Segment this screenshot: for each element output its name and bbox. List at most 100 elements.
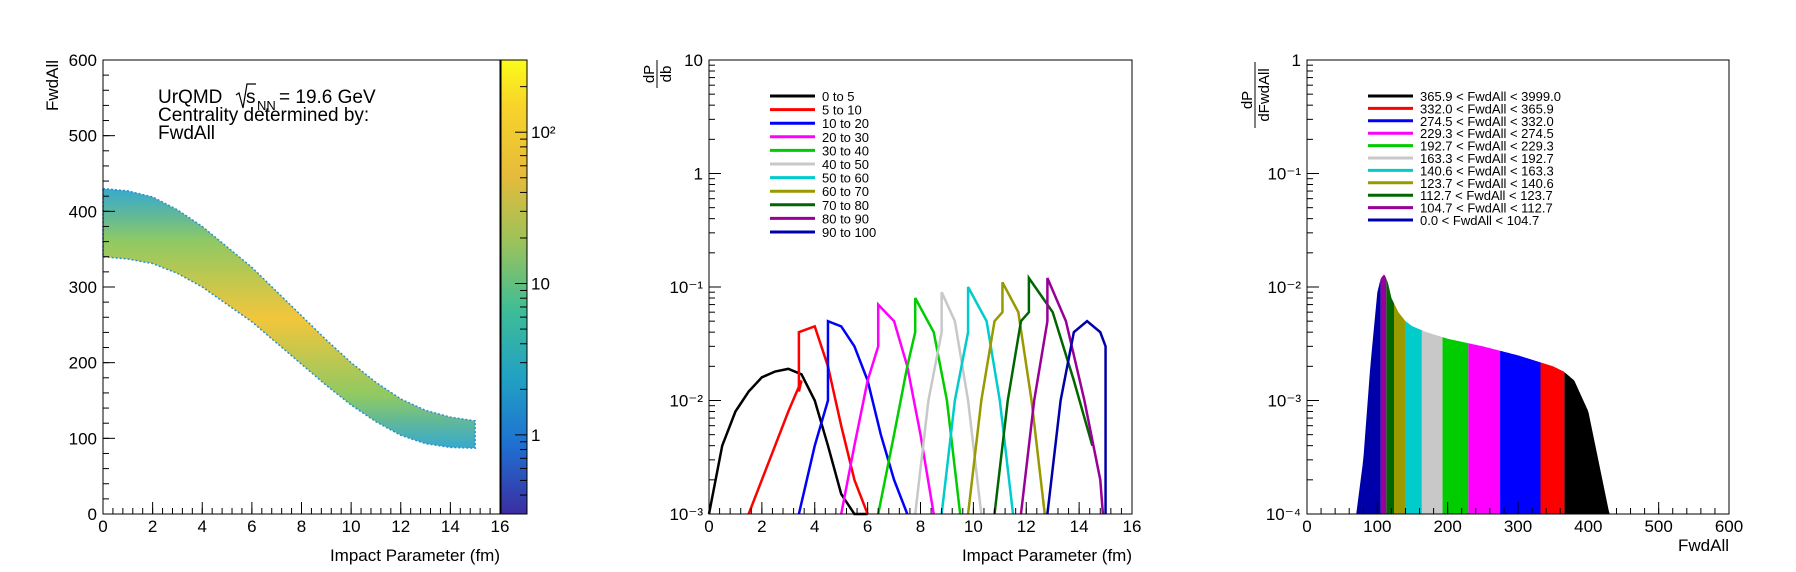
axes: 0 100 200 300 400 500 600 10⁻⁴ 10⁻³ 10⁻² 10⁻¹ 1 — [1266, 51, 1743, 536]
y-axis-label-num: dP — [1239, 91, 1256, 109]
y-tick-label: 10⁻² — [669, 392, 703, 411]
x-tick-label: 8 — [297, 517, 306, 536]
x-tick-label: 10 — [342, 517, 361, 536]
legend-label: 0.0 < FwdAll < 104.7 — [1420, 213, 1539, 228]
bin-area — [1500, 350, 1541, 514]
colorbar — [501, 60, 527, 514]
annotation-line3: FwdAll — [158, 123, 215, 144]
x-tick-label: 400 — [1574, 517, 1602, 536]
legend-label: 104.7 < FwdAll < 112.7 — [1420, 201, 1553, 216]
legend-label: 40 to 50 — [822, 157, 869, 172]
legend-label: 30 to 40 — [822, 143, 869, 158]
bin-area — [1540, 362, 1565, 514]
bin-area — [1564, 372, 1617, 514]
annotation-line1-suffix: = 19.6 GeV — [279, 87, 376, 108]
x-tick-label: 0 — [704, 517, 713, 536]
legend-label: 50 to 60 — [822, 171, 869, 186]
series-lines — [707, 274, 1107, 516]
annotation-sqrt-var: s — [246, 87, 256, 108]
annotation-sqrt-sub: NN — [257, 98, 276, 113]
legend-label: 20 to 30 — [822, 130, 869, 145]
legend-label: 0 to 5 — [822, 89, 855, 104]
series-line — [993, 274, 1094, 515]
y-axis-label-num: dP — [641, 65, 658, 83]
series-line — [940, 286, 1015, 515]
x-tick-label: 6 — [863, 517, 872, 536]
bars — [1356, 274, 1617, 514]
x-tick-label: 8 — [916, 517, 925, 536]
legend-label: 192.7 < FwdAll < 229.3 — [1420, 139, 1554, 154]
y-tick-label: 10⁻³ — [669, 505, 703, 524]
x-tick-label: 200 — [1433, 517, 1461, 536]
fwdall-distribution-panel: 0 100 200 300 400 500 600 10⁻⁴ 10⁻³ 10⁻² 10⁻¹ 1 365… — [1239, 51, 1743, 555]
legend-label: 229.3 < FwdAll < 274.5 — [1420, 126, 1554, 141]
x-tick-label: 2 — [148, 517, 157, 536]
bin-area — [1421, 330, 1443, 514]
x-tick-label: 4 — [810, 517, 819, 536]
x-tick-label: 12 — [1017, 517, 1036, 536]
annotation-line2: Centrality determined by: — [158, 105, 369, 126]
y-tick-label: 10⁻⁴ — [1266, 505, 1301, 524]
axes: 0 2 4 6 8 10 12 14 16 10⁻³ 10⁻² 10⁻¹ 1 10 — [669, 51, 1141, 536]
bin-area — [1405, 321, 1422, 514]
legend-label: 10 to 20 — [822, 116, 869, 131]
band-polygon — [102, 187, 476, 449]
legend-label: 332.0 < FwdAll < 365.9 — [1420, 101, 1554, 116]
x-axis-label: Impact Parameter (fm) — [962, 546, 1132, 565]
legend-label: 5 to 10 — [822, 103, 862, 118]
series-line — [707, 367, 868, 516]
colorbar-tick-label: 10² — [531, 123, 556, 142]
y-tick-label: 200 — [69, 354, 97, 373]
bin-area — [1442, 337, 1469, 514]
y-tick-label: 10⁻³ — [1267, 392, 1301, 411]
impact-parameter-distribution-panel: 0 2 4 6 8 10 12 14 16 10⁻³ 10⁻² 10⁻¹ 1 10 0 to 55 to … — [641, 51, 1141, 565]
x-tick-label: 16 — [1123, 517, 1142, 536]
y-tick-label: 0 — [88, 505, 97, 524]
y-tick-label: 600 — [69, 51, 97, 70]
x-tick-label: 16 — [491, 517, 510, 536]
heatmap-band — [102, 187, 476, 449]
colorbar-tick-label: 10 — [531, 275, 550, 294]
x-tick-label: 300 — [1504, 517, 1532, 536]
legend-label: 163.3 < FwdAll < 192.7 — [1420, 151, 1554, 166]
x-tick-label: 600 — [1715, 517, 1743, 536]
bin-area — [1468, 343, 1501, 514]
colorbar-ticks: 1 10 10² — [515, 59, 556, 515]
legend-label: 365.9 < FwdAll < 3999.0 — [1420, 89, 1561, 104]
series-line — [747, 324, 869, 515]
colorbar-tick-label: 1 — [531, 426, 540, 445]
series-line — [876, 297, 962, 515]
y-tick-label: 300 — [69, 278, 97, 297]
centrality-heatmap-panel: 0 2 4 6 8 10 12 14 16 0 100 200 300 400 500 600 UrQMD s… — [43, 51, 556, 565]
y-tick-label: 100 — [69, 429, 97, 448]
y-tick-label: 10 — [684, 51, 703, 70]
x-tick-label: 4 — [198, 517, 207, 536]
x-tick-label: 0 — [98, 517, 107, 536]
x-tick-label: 14 — [1070, 517, 1089, 536]
series-line — [913, 291, 983, 515]
y-tick-label: 1 — [694, 165, 703, 184]
x-tick-label: 500 — [1644, 517, 1672, 536]
bin-area — [1386, 278, 1395, 514]
series-line — [797, 319, 909, 515]
series-line — [1046, 319, 1107, 515]
x-axis-label: Impact Parameter (fm) — [330, 546, 500, 565]
x-tick-label: 14 — [441, 517, 460, 536]
y-tick-label: 500 — [69, 127, 97, 146]
legend-label: 90 to 100 — [822, 225, 876, 240]
series-line — [839, 301, 935, 515]
annotation-line1-prefix: UrQMD — [158, 87, 222, 108]
y-tick-label: 1 — [1292, 51, 1301, 70]
x-tick-label: 12 — [391, 517, 410, 536]
bin-area — [1394, 303, 1406, 514]
y-tick-label: 10⁻¹ — [669, 278, 703, 297]
plot-frame — [708, 59, 1133, 515]
bin-area — [1380, 274, 1387, 514]
y-axis-label: FwdAll — [43, 60, 62, 111]
legend-label: 80 to 90 — [822, 211, 869, 226]
bin-area — [1356, 278, 1381, 514]
y-axis-label-den: dFwdAll — [1256, 68, 1273, 121]
legend-label: 140.6 < FwdAll < 163.3 — [1420, 163, 1554, 178]
